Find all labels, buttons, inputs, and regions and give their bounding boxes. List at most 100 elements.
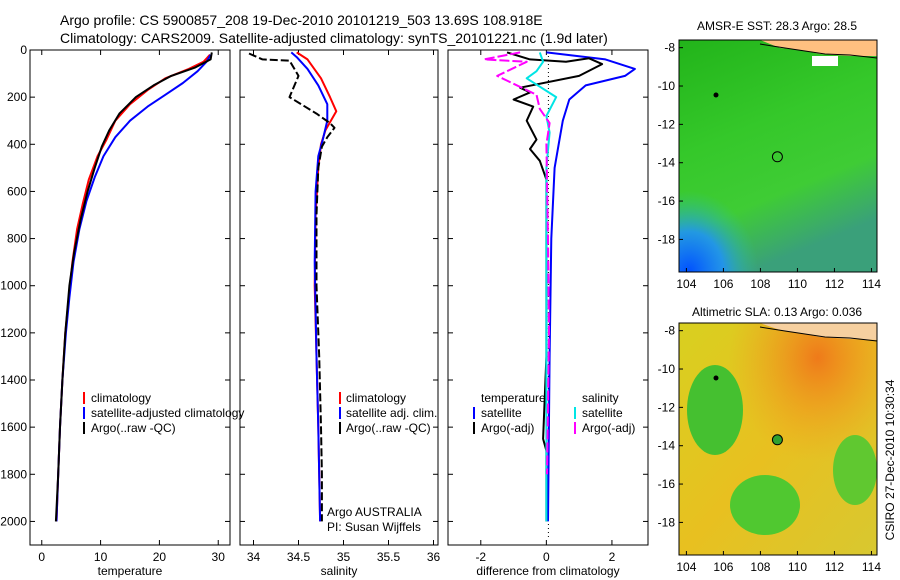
- legend-label-temp-satellite: satellite: [481, 406, 522, 420]
- map-y-tick-label: -12: [658, 117, 676, 131]
- map-x-tick-label: 114: [862, 277, 881, 291]
- y-tick-label: 1600: [0, 420, 27, 434]
- legend-label-sal-argo: Argo(-adj): [582, 421, 635, 435]
- sla-island-marker: [713, 375, 719, 381]
- map-y-tick-label: -18: [658, 232, 676, 246]
- sla-low-anomaly-west: [687, 365, 743, 455]
- map-x-tick-label: 104: [676, 560, 696, 574]
- series-line-argo-raw-qc: [248, 52, 336, 522]
- sla-map-panel: Altimetric SLA: 0.13 Argo: 0.036 104 106 1…: [658, 305, 882, 574]
- map-y-tick-label: -8: [664, 324, 675, 338]
- map-y-tick-label: -10: [658, 362, 676, 376]
- y-tick-label: 2000: [0, 514, 27, 528]
- temperature-xlabel: temperature: [98, 564, 163, 578]
- salinity-axes-box: [239, 49, 439, 546]
- series-line-salinity-argo-adj: [483, 51, 551, 475]
- legend-label-satellite: satellite-adjusted climatology: [91, 406, 244, 420]
- series-line-climatology: [55, 54, 211, 522]
- y-tick-label: 1200: [0, 326, 27, 340]
- map-x-tick-label: 108: [750, 277, 770, 291]
- legend-heading-temperature: temperature: [481, 391, 546, 405]
- header-line-2: Climatology: CARS2009. Satellite-adjuste…: [60, 30, 608, 46]
- series-line-salinity-satellite: [525, 52, 558, 522]
- series-line-satellite-adjusted-climatology: [55, 54, 212, 522]
- x-tick-label: 36: [427, 550, 441, 564]
- difference-panel: -2 0 2 difference from climatology tempera…: [447, 49, 649, 578]
- map-y-tick-label: -14: [658, 439, 676, 453]
- difference-legend: temperature satellite Argo(-adj) salinit…: [473, 391, 635, 435]
- legend-label-climatology: climatology: [346, 391, 406, 405]
- salinity-xlabel: salinity: [321, 564, 358, 578]
- sst-map-panel: AMSR-E SST: 28.3 Argo: 28.5 104 106 108 110…: [658, 19, 882, 291]
- sst-float-marker: [771, 151, 783, 163]
- difference-axes-box: [447, 49, 649, 546]
- legend-label-temp-argo: Argo(-adj): [481, 421, 534, 435]
- temperature-axes-box: [29, 49, 231, 546]
- sst-no-data-patch: [812, 56, 838, 66]
- sst-island-marker: [713, 92, 719, 98]
- sla-map-frame: [678, 322, 878, 556]
- credit-label: CSIRO 27-Dec-2010 10:30:34: [883, 379, 897, 540]
- map-x-tick-label: 108: [750, 560, 770, 574]
- series-line-temperature-satellite: [546, 51, 636, 522]
- x-tick-label: 30: [212, 550, 226, 564]
- x-tick-label: 10: [94, 550, 108, 564]
- y-tick-label: 800: [7, 232, 27, 246]
- temperature-legend: climatology satellite-adjusted climatolo…: [83, 391, 244, 435]
- series-line-temperature-argo-adj: [506, 51, 604, 522]
- sst-map-frame: [678, 39, 878, 273]
- map-x-tick-label: 106: [713, 277, 733, 291]
- salinity-panel: 34 34.5 35 35.5 36 salinity climatology sate…: [239, 49, 441, 578]
- temperature-panel: 0 10 20 30 0 200 400 600 800 1000 1200 1400 1600 1800…: [0, 43, 244, 578]
- x-tick-label: 2: [609, 550, 616, 564]
- y-tick-label: 400: [7, 137, 27, 151]
- y-tick-label: 200: [7, 90, 27, 104]
- legend-label-satellite: satellite adj. clim.: [346, 406, 437, 420]
- map-y-tick-label: -8: [664, 41, 675, 55]
- salinity-legend: climatology satellite adj. clim. Argo(..…: [339, 391, 437, 435]
- x-tick-label: 35: [337, 550, 351, 564]
- x-tick-label: 35.5: [377, 550, 401, 564]
- series-line-argo-raw-qc: [54, 52, 213, 522]
- y-tick-label: 600: [7, 184, 27, 198]
- map-y-tick-label: -14: [658, 156, 676, 170]
- y-tick-label: 1000: [0, 279, 27, 293]
- argo-australia-label: Argo AUSTRALIA: [327, 505, 422, 519]
- map-y-tick-label: -10: [658, 79, 676, 93]
- legend-label-climatology: climatology: [91, 391, 151, 405]
- y-tick-label: 0: [20, 43, 27, 57]
- sla-land-mass: [760, 323, 877, 340]
- header-line-1: Argo profile: CS 5900857_208 19-Dec-2010…: [60, 12, 543, 28]
- legend-heading-salinity: salinity: [582, 391, 619, 405]
- x-tick-label: 0: [38, 550, 45, 564]
- legend-label-sal-satellite: satellite: [582, 406, 623, 420]
- x-tick-label: 34.5: [287, 550, 311, 564]
- map-x-tick-label: 112: [825, 560, 844, 574]
- x-tick-label: -2: [475, 550, 486, 564]
- map-x-tick-label: 110: [788, 560, 807, 574]
- map-x-tick-label: 114: [862, 560, 881, 574]
- map-x-tick-label: 106: [713, 560, 733, 574]
- x-tick-label: 34: [247, 550, 261, 564]
- x-tick-label: 0: [543, 550, 550, 564]
- series-line-satellite-adj-clim: [290, 51, 329, 522]
- sla-low-anomaly-south: [730, 475, 800, 535]
- pi-label: PI: Susan Wijffels: [327, 520, 421, 534]
- sla-float-marker: [771, 434, 783, 446]
- y-tick-label: 1400: [0, 373, 27, 387]
- map-x-tick-label: 110: [788, 277, 807, 291]
- map-y-tick-label: -18: [658, 515, 676, 529]
- map-x-tick-label: 112: [825, 277, 844, 291]
- sla-coastline: [759, 326, 878, 342]
- sst-warm-pool: [679, 40, 877, 272]
- sst-map-title: AMSR-E SST: 28.3 Argo: 28.5: [697, 19, 857, 33]
- map-y-tick-label: -12: [658, 400, 676, 414]
- y-tick-label: 1800: [0, 467, 27, 481]
- map-x-tick-label: 104: [676, 277, 696, 291]
- x-tick-label: 20: [153, 550, 167, 564]
- sst-coastline: [759, 43, 878, 59]
- sst-land-mass: [760, 40, 877, 56]
- sla-map-title: Altimetric SLA: 0.13 Argo: 0.036: [692, 305, 862, 319]
- legend-label-argo: Argo(..raw -QC): [346, 421, 431, 435]
